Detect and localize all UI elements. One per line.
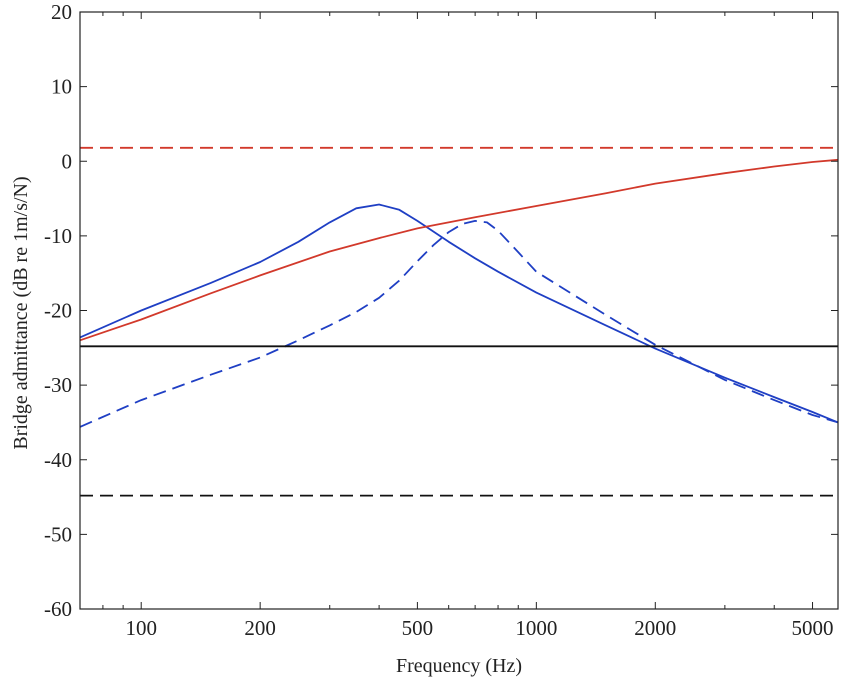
x-tick-label: 2000: [634, 616, 676, 640]
y-tick-label: 20: [51, 0, 72, 24]
x-tick-label: 500: [402, 616, 434, 640]
y-tick-label: 0: [62, 149, 73, 173]
x-tick-label: 100: [125, 616, 157, 640]
series-layer: [79, 146, 839, 497]
x-axis-label: Frequency (Hz): [396, 655, 522, 677]
y-tick-label: -10: [44, 224, 72, 248]
series-line-1: [79, 203, 839, 424]
y-tick-label: -40: [44, 448, 72, 472]
series-line-2: [79, 219, 839, 428]
series-line-3: [79, 158, 839, 342]
y-tick-label: -60: [44, 597, 72, 621]
y-tick-label: -30: [44, 373, 72, 397]
plot-frame: [79, 11, 839, 610]
y-axis-label: Bridge admittance (dB re 1m/s/N): [10, 176, 32, 449]
y-tick-label: 10: [51, 75, 72, 99]
x-tick-label: 200: [244, 616, 276, 640]
x-tick-label: 1000: [515, 616, 557, 640]
y-tick-label: -20: [44, 299, 72, 323]
y-tick-label: -50: [44, 522, 72, 546]
x-tick-label: 5000: [792, 616, 834, 640]
